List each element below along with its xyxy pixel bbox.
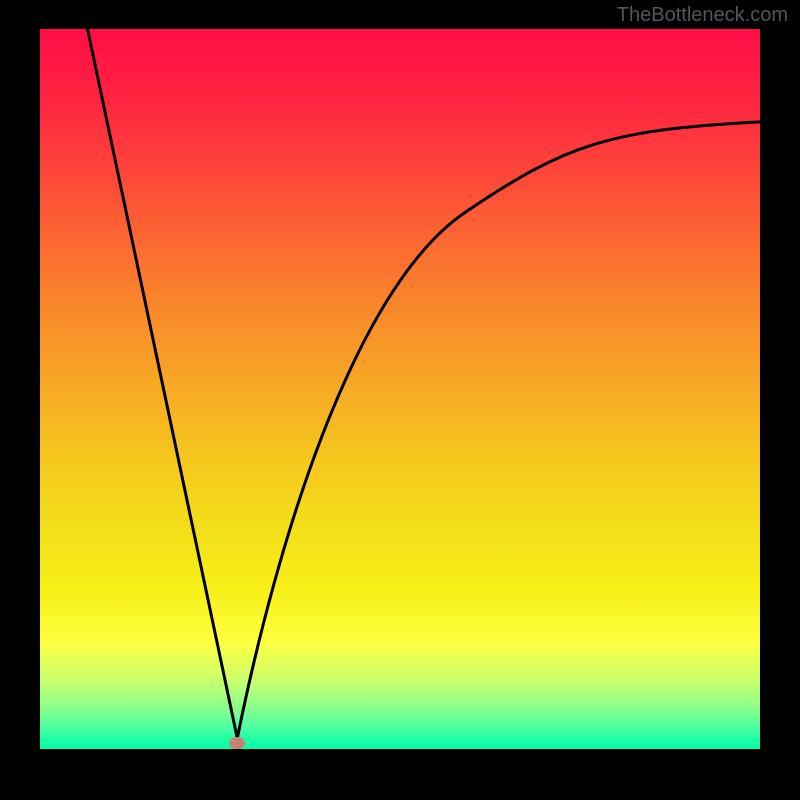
attribution-text: TheBottleneck.com: [617, 4, 788, 27]
plot-area: [40, 29, 760, 749]
vertex-marker: [229, 737, 245, 749]
curve: [40, 29, 760, 749]
